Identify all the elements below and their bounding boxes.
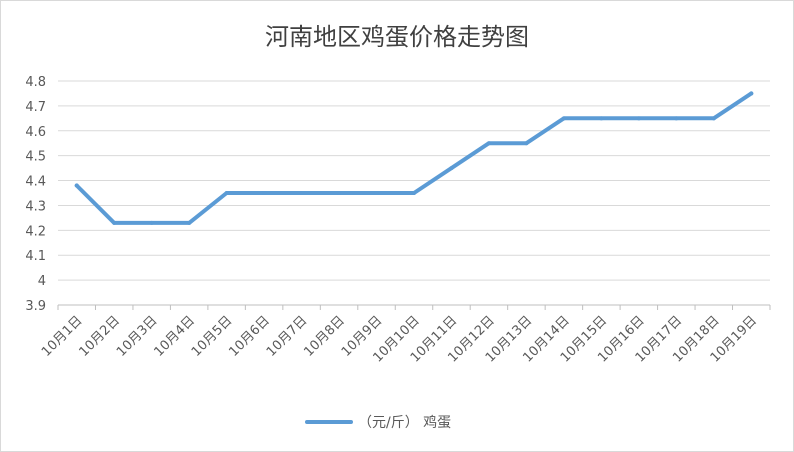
y-tick-label: 3.9 (25, 299, 46, 314)
x-tick-label: 10月3日 (114, 313, 161, 360)
data-point (412, 191, 416, 195)
y-tick-label: 4.1 (25, 249, 46, 264)
legend: （元/斤） 鸡蛋 (305, 414, 451, 431)
data-point (299, 191, 304, 195)
data-point (187, 220, 192, 225)
series-layer (74, 91, 754, 225)
x-tick-label: 10月2日 (76, 313, 123, 360)
x-tick-label: 10月4日 (151, 313, 198, 360)
y-tick-labels: 3.9 4 4.1 4.2 4.3 4.4 4.5 4.6 4.7 4.8 (25, 75, 46, 314)
y-tick-label: 4.2 (25, 224, 46, 239)
data-point (636, 116, 641, 121)
y-tick-label: 4.7 (25, 100, 46, 115)
axes (57, 304, 771, 310)
x-tick-label: 10月8日 (301, 313, 348, 360)
x-tick-label: 10月5日 (189, 313, 236, 360)
data-point (449, 166, 454, 171)
y-tick-label: 4 (38, 274, 46, 289)
y-tick-label: 4.8 (25, 75, 46, 90)
y-tick-label: 4.3 (25, 199, 46, 214)
data-point (524, 141, 529, 146)
y-tick-label: 4.5 (25, 150, 46, 165)
series-line (74, 91, 754, 225)
data-point (674, 116, 679, 121)
data-point (112, 220, 117, 225)
data-point (599, 116, 604, 121)
gridlines (58, 80, 770, 281)
data-point (262, 191, 267, 195)
x-tick-labels: 10月1日10月2日10月3日10月4日10月5日10月6日10月7日10月8日… (39, 313, 760, 365)
data-point (374, 191, 379, 195)
data-point (149, 220, 154, 225)
y-tick-label: 4.6 (25, 125, 46, 140)
data-point (561, 116, 566, 121)
data-point (749, 91, 754, 96)
chart-title: 河南地区鸡蛋价格走势图 (265, 23, 529, 51)
x-tick-label: 10月1日 (39, 313, 86, 360)
data-point (486, 141, 491, 146)
data-point (337, 191, 342, 195)
data-point (74, 183, 79, 188)
data-point (711, 116, 716, 121)
data-point (224, 191, 229, 195)
x-tick-label: 10月7日 (264, 313, 311, 360)
y-tick-label: 4.4 (25, 175, 46, 190)
x-tick-label: 10月6日 (226, 313, 273, 360)
legend-label: （元/斤） 鸡蛋 (358, 414, 451, 431)
